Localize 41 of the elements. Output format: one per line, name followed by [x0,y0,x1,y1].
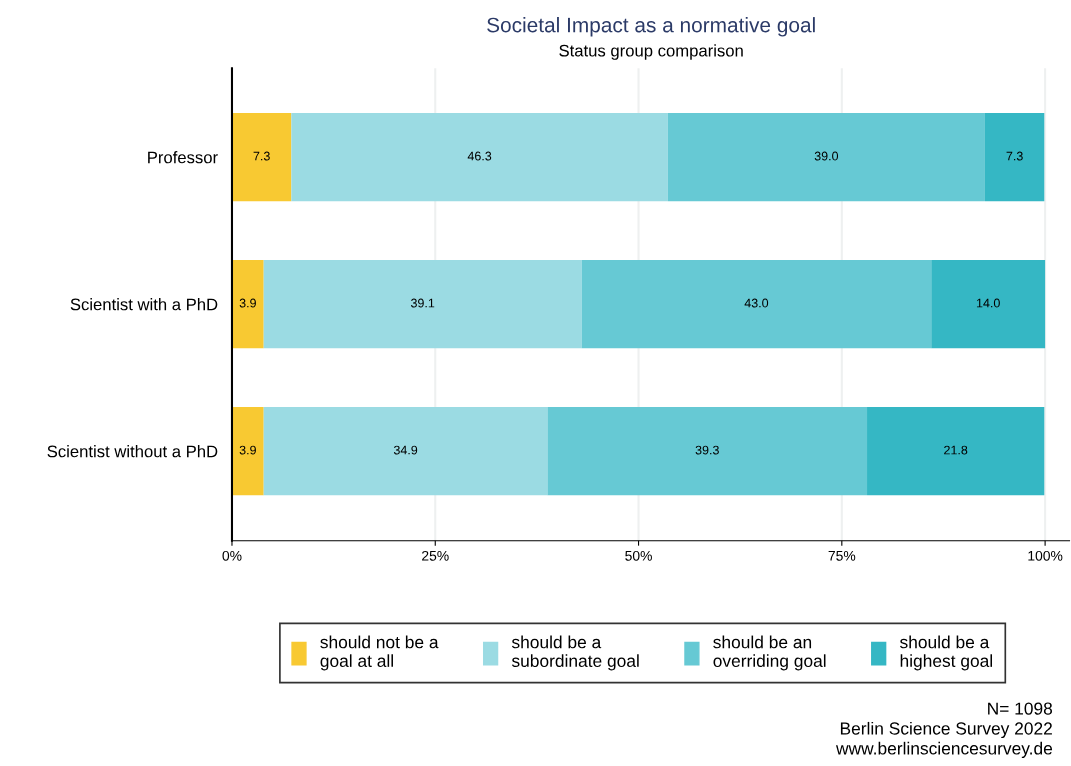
bar [231,260,264,349]
x-tick-label: 50% [625,550,652,561]
data-label: 39.1 [410,298,435,308]
bar [581,260,932,349]
data-label: 7.3 [1006,151,1023,161]
text: www.berlinsciencesurvey.de [835,741,1053,759]
legend-label: should be an overriding goal [713,635,826,671]
data-label: 39.0 [814,151,839,161]
bar [263,407,548,496]
data-label: 43.0 [744,298,769,308]
data-label: 39.3 [695,445,719,455]
data-label: 3.9 [239,298,256,308]
chart-title: Societal Impact as a normative goal [487,17,815,37]
y-tick-label: Professor [148,151,218,164]
legend-label: should be a subordinate goal [511,635,639,671]
data-label: 34.9 [393,445,418,455]
bar [667,113,985,202]
bar [263,260,582,349]
data-label: 7.3 [253,151,270,161]
x-tick-label: 0% [222,550,242,561]
bar [231,113,292,202]
bar [547,407,868,496]
y-tick-label: Scientist with a PhD [70,298,218,311]
y-tick-label: Scientist without a PhD [47,445,218,458]
legend-label: should not be a goal at all [320,635,439,671]
data-label: 46.3 [467,151,492,161]
bar [291,113,668,202]
data-label: 3.9 [239,445,256,455]
data-label: 21.8 [944,445,968,455]
x-tick-label: 100% [1028,550,1063,561]
text: Berlin Science Survey 2022 [840,721,1052,739]
text: N= 1098 [988,702,1053,715]
bar [231,407,264,496]
x-tick-label: 25% [422,550,449,561]
legend-label: should be a highest goal [900,635,992,671]
chart-subtitle: Status group comparison [559,44,743,60]
bar [867,407,1045,496]
data-label: 14.0 [976,298,1000,308]
bar [931,260,1046,349]
x-tick-label: 75% [828,550,856,561]
bar [984,113,1045,202]
